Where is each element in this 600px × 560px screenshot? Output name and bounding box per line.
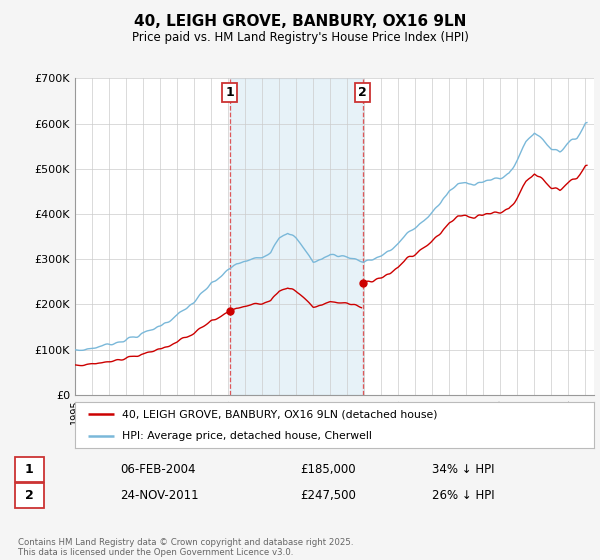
Text: HPI: Average price, detached house, Cherwell: HPI: Average price, detached house, Cher… xyxy=(122,431,371,441)
Text: 34% ↓ HPI: 34% ↓ HPI xyxy=(432,463,494,476)
Text: £185,000: £185,000 xyxy=(300,463,356,476)
Text: 2: 2 xyxy=(358,86,367,99)
Text: 1: 1 xyxy=(25,463,34,476)
Text: 06-FEB-2004: 06-FEB-2004 xyxy=(120,463,196,476)
Bar xyxy=(230,78,362,395)
Text: Contains HM Land Registry data © Crown copyright and database right 2025.
This d: Contains HM Land Registry data © Crown c… xyxy=(18,538,353,557)
Text: £247,500: £247,500 xyxy=(300,489,356,502)
Text: 40, LEIGH GROVE, BANBURY, OX16 9LN: 40, LEIGH GROVE, BANBURY, OX16 9LN xyxy=(134,14,466,29)
Text: 24-NOV-2011: 24-NOV-2011 xyxy=(120,489,199,502)
Text: Price paid vs. HM Land Registry's House Price Index (HPI): Price paid vs. HM Land Registry's House … xyxy=(131,31,469,44)
FancyBboxPatch shape xyxy=(15,458,44,482)
Text: 2: 2 xyxy=(25,489,34,502)
Text: 26% ↓ HPI: 26% ↓ HPI xyxy=(432,489,494,502)
Text: 40, LEIGH GROVE, BANBURY, OX16 9LN (detached house): 40, LEIGH GROVE, BANBURY, OX16 9LN (deta… xyxy=(122,409,437,419)
FancyBboxPatch shape xyxy=(15,483,44,508)
Text: 1: 1 xyxy=(226,86,234,99)
